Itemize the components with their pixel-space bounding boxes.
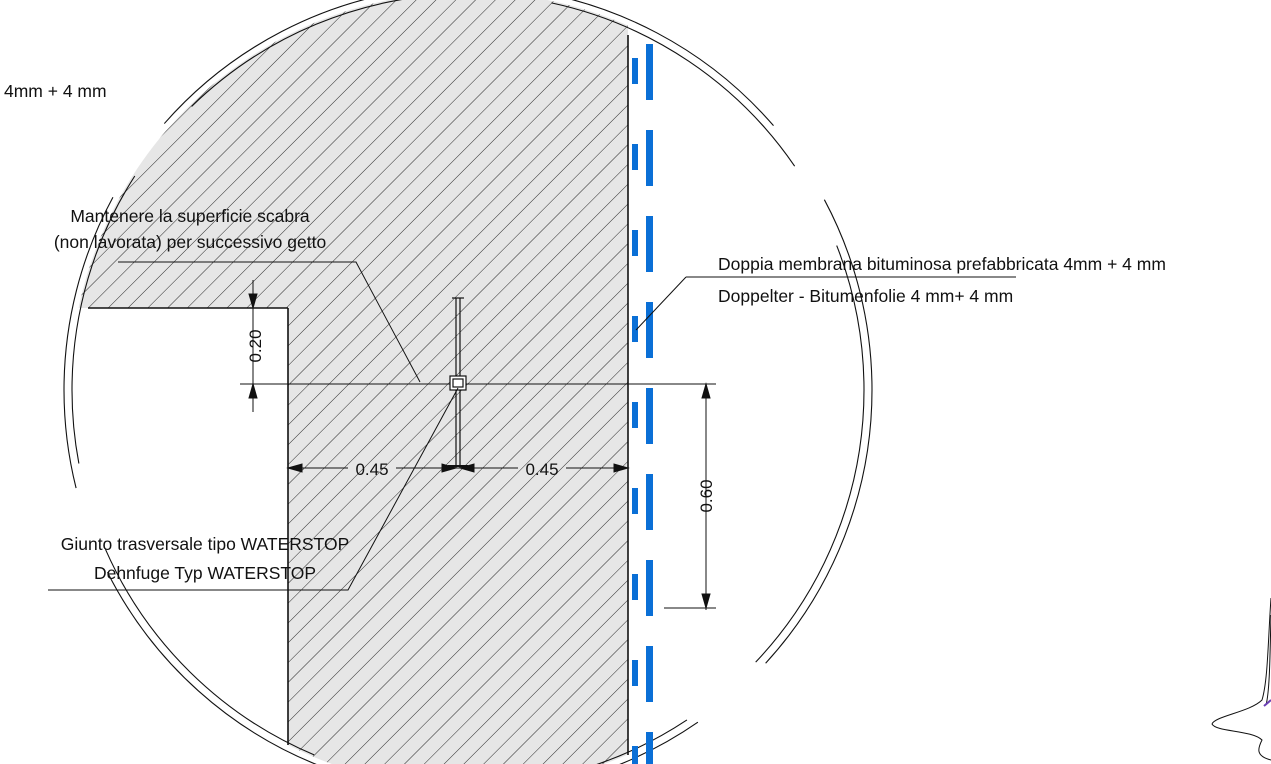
membrane-dash-inner [632,230,638,256]
membrane-dash-inner [632,316,638,342]
label-membrane-it: Doppia membrana bituminosa prefabbricata… [718,254,1166,274]
concrete-section [70,0,628,764]
membrane-dash-inner [632,746,638,764]
dimension-label-joint-height: 0.60 [697,479,716,512]
membrane-dash-inner [632,402,638,428]
membrane-dash [646,44,653,100]
membrane-dash [646,560,653,616]
membrane-dash-inner [632,144,638,170]
membrane-dash-inner [632,488,638,514]
bitumen-membrane [632,44,653,764]
edge-fragment [1211,597,1271,761]
dimension-joint-height [664,382,716,610]
membrane-dash-inner [632,58,638,84]
membrane-dash [646,474,653,530]
membrane-dash [646,216,653,272]
dimension-label-left-offset: 0.45 [355,460,388,479]
membrane-dash [646,388,653,444]
dimension-label-step-height: 0.20 [246,329,265,362]
label-waterstop-de: Dehnfuge Typ WATERSTOP [94,563,316,583]
dimension-label-right-offset: 0.45 [525,460,558,479]
label-surface-note-line2: (non lavorata) per successivo getto [54,232,326,252]
label-membrane-de: Doppelter - Bitumenfolie 4 mm+ 4 mm [718,286,1013,306]
membrane-dash [646,130,653,186]
membrane-dash [646,646,653,702]
detail-circle [63,0,873,764]
membrane-dash [646,732,653,764]
leader-lines [48,261,1016,591]
membrane-dash [646,302,653,358]
label-top-left-fragment: 4mm + 4 mm [4,81,107,101]
concrete-outline [88,35,629,755]
dimension-horizontal [286,463,630,473]
label-surface-note-line1: Mantenere la superficie scabra [70,206,310,226]
label-waterstop-it: Giunto trasversale tipo WATERSTOP [61,534,350,554]
membrane-dash-inner [632,574,638,600]
dimension-step-height [240,280,288,412]
membrane-dash-inner [632,660,638,686]
waterstop-joint [448,297,468,468]
